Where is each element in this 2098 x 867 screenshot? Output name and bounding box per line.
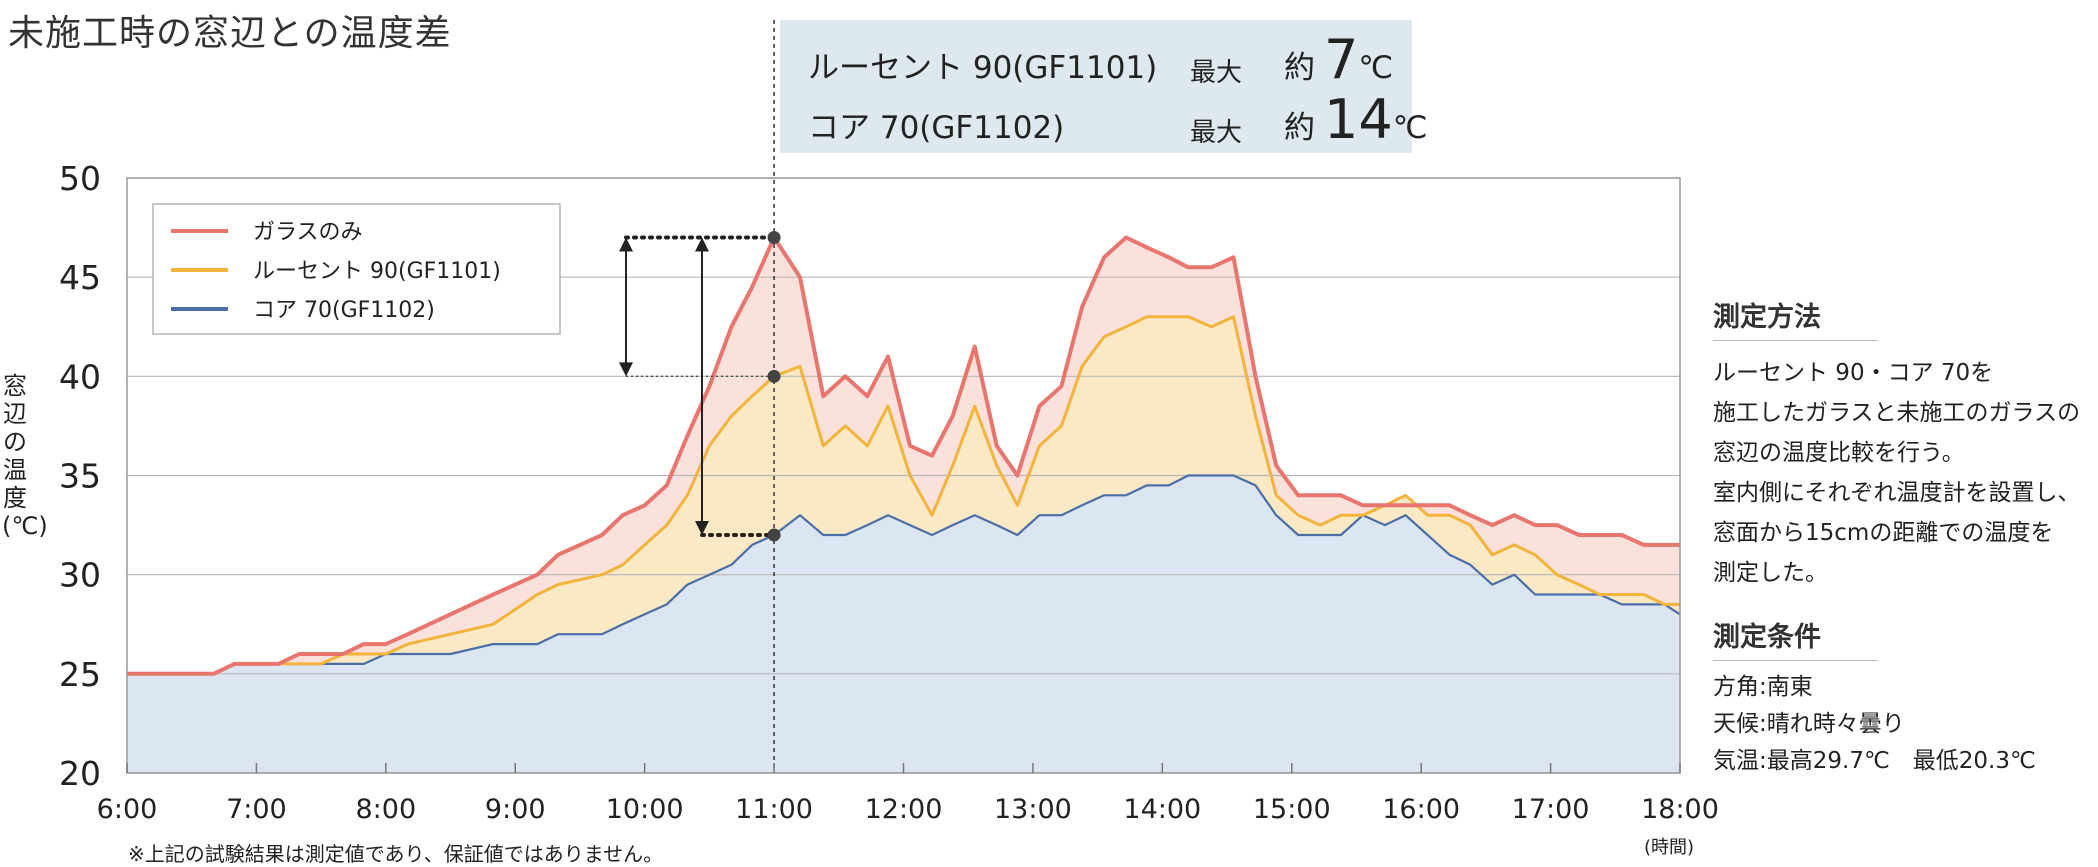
method-heading: 測定方法 xyxy=(1713,298,1878,341)
page-title: 未施工時の窓辺との温度差 xyxy=(8,13,452,54)
x-tick-label: 11:00 xyxy=(735,794,813,825)
x-tick-label: 6:00 xyxy=(97,794,158,825)
y-tick-label: 35 xyxy=(59,457,101,496)
y-tick-label: 25 xyxy=(59,655,101,694)
x-tick-label: 18:00 xyxy=(1641,794,1719,825)
legend-label: ルーセント 90(GF1101) xyxy=(253,259,501,284)
condition-line: 天候:晴れ時々曇り xyxy=(1713,711,1905,737)
x-tick-label: 17:00 xyxy=(1512,794,1590,825)
axes: 20 25 30 35 40 45 50 6:00 7:00 8:00 9:00 10:00 11:00… xyxy=(59,159,1719,825)
y-tick-label: 30 xyxy=(59,556,101,595)
method-section: 測定方法 ルーセント 90・コア 70を 施工したガラスと未施工のガラスの 窓辺… xyxy=(1713,298,2093,593)
series-lines xyxy=(127,235,1681,676)
x-tick-label: 7:00 xyxy=(226,794,287,825)
core-difference-arrow-head-down xyxy=(695,521,709,535)
conditions-section: 測定条件 方角:南東 天候:晴れ時々曇り 気温:最高29.7℃ 最低20.3℃ xyxy=(1713,618,2093,780)
core-difference-arrow-head-up xyxy=(695,237,709,252)
lucent-area xyxy=(127,316,1680,674)
callout-max-label: 最大 xyxy=(1190,58,1243,88)
y-tick-label: 45 xyxy=(59,258,101,297)
callout-max-value: 7℃ xyxy=(1324,28,1394,91)
glass-point xyxy=(767,231,781,244)
difference-callout: ルーセント 90(GF1101) 最大 約 7℃ コア 70(GF1102) 最… xyxy=(780,20,1428,153)
lucent-line xyxy=(127,315,1680,676)
callout-product-name: ルーセント 90(GF1101) xyxy=(808,50,1158,86)
callout-product-name: コア 70(GF1102) xyxy=(808,110,1065,146)
core-point xyxy=(767,528,781,542)
area-fills xyxy=(127,237,1680,773)
legend-label: コア 70(GF1102) xyxy=(253,298,435,323)
y-tick-label: 50 xyxy=(59,159,101,198)
x-tick-label: 15:00 xyxy=(1253,794,1331,825)
x-tick-label: 16:00 xyxy=(1382,794,1460,825)
callout-max-label: 最大 xyxy=(1190,118,1243,148)
footnote: ※上記の試験結果は測定値であり、保証値ではありません。 xyxy=(128,842,664,866)
x-tick-label: 14:00 xyxy=(1123,794,1201,825)
core-area xyxy=(127,475,1680,773)
glass-line xyxy=(127,235,1680,676)
core-line xyxy=(127,474,1681,675)
conditions-heading: 測定条件 xyxy=(1713,618,1878,661)
callout-max-value: 14℃ xyxy=(1324,88,1428,151)
method-line: 窓辺の温度比較を行う。 xyxy=(1713,440,1965,466)
y-axis-label: 窓辺の温度(℃) xyxy=(2,372,48,540)
x-axis-unit: (時間) xyxy=(1644,837,1695,858)
x-tick-label: 13:00 xyxy=(994,794,1072,825)
x-tick-label: 8:00 xyxy=(356,794,417,825)
method-line: 測定した。 xyxy=(1713,560,1828,586)
lucent-difference-arrow-head-down xyxy=(619,362,633,377)
method-line: 室内側にそれぞれ温度計を設置し、 xyxy=(1713,480,2081,506)
lucent-point xyxy=(767,369,781,383)
method-line: 窓面から15cmの距離での温度を xyxy=(1713,520,2054,546)
callout-approx-label: 約 xyxy=(1284,110,1315,146)
method-line: ルーセント 90・コア 70を xyxy=(1713,360,1994,386)
callout-row-core: コア 70(GF1102) 最大 約 14℃ xyxy=(808,88,1428,151)
legend-label: ガラスのみ xyxy=(253,220,363,245)
lucent-difference-arrow-head-up xyxy=(619,237,633,252)
method-line: 施工したガラスと未施工のガラスの xyxy=(1713,400,2081,426)
callout-row-lucent: ルーセント 90(GF1101) 最大 約 7℃ xyxy=(808,28,1393,91)
condition-line: 気温:最高29.7℃ 最低20.3℃ xyxy=(1713,748,2036,774)
y-tick-label: 20 xyxy=(59,754,101,793)
condition-line: 方角:南東 xyxy=(1713,674,1813,700)
x-tick-label: 9:00 xyxy=(485,794,546,825)
difference-annotation xyxy=(619,20,781,773)
x-tick-label: 12:00 xyxy=(865,794,943,825)
y-tick-label: 40 xyxy=(59,357,101,396)
x-tick-label: 10:00 xyxy=(606,794,684,825)
callout-approx-label: 約 xyxy=(1284,50,1315,86)
